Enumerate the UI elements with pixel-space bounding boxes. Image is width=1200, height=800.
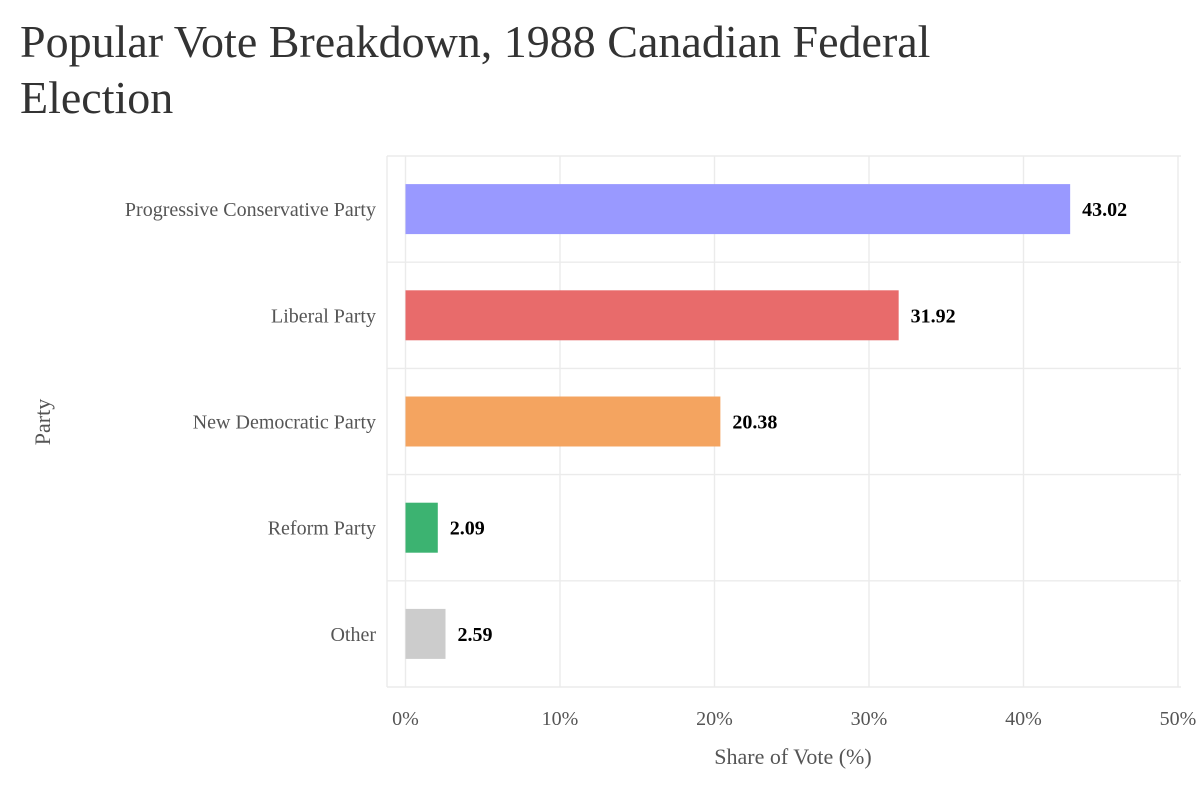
bars [405,184,1071,659]
y-tick-label: New Democratic Party [193,412,376,434]
x-tick-label: 0% [392,708,419,730]
y-tick-label: Other [330,624,376,646]
data-label: 2.09 [450,518,485,540]
bar [405,184,1071,235]
data-label: 2.59 [458,624,493,646]
y-axis-title: Party [30,399,55,445]
bar [405,396,721,447]
y-tick-label: Progressive Conservative Party [125,199,376,221]
data-label: 20.38 [732,412,777,434]
x-tick-label: 50% [1160,708,1197,730]
bar [405,290,899,341]
labels: 0% 10% 20% 30% 40% 50% Progressive Conservativ… [125,199,1196,730]
y-tick-label: Liberal Party [271,305,376,327]
data-label: 31.92 [911,305,956,327]
x-tick-label: 30% [851,708,888,730]
y-tick-label: Reform Party [268,518,376,540]
bar [405,502,438,553]
x-axis-title: Share of Vote (%) [714,744,871,769]
x-tick-label: 10% [542,708,579,730]
bar [405,608,446,659]
grid [386,155,1181,688]
x-tick-label: 40% [1005,708,1042,730]
x-tick-label: 20% [696,708,733,730]
chart-title: Popular Vote Breakdown, 1988 Canadian Fe… [20,16,931,123]
data-label: 43.02 [1082,199,1127,221]
